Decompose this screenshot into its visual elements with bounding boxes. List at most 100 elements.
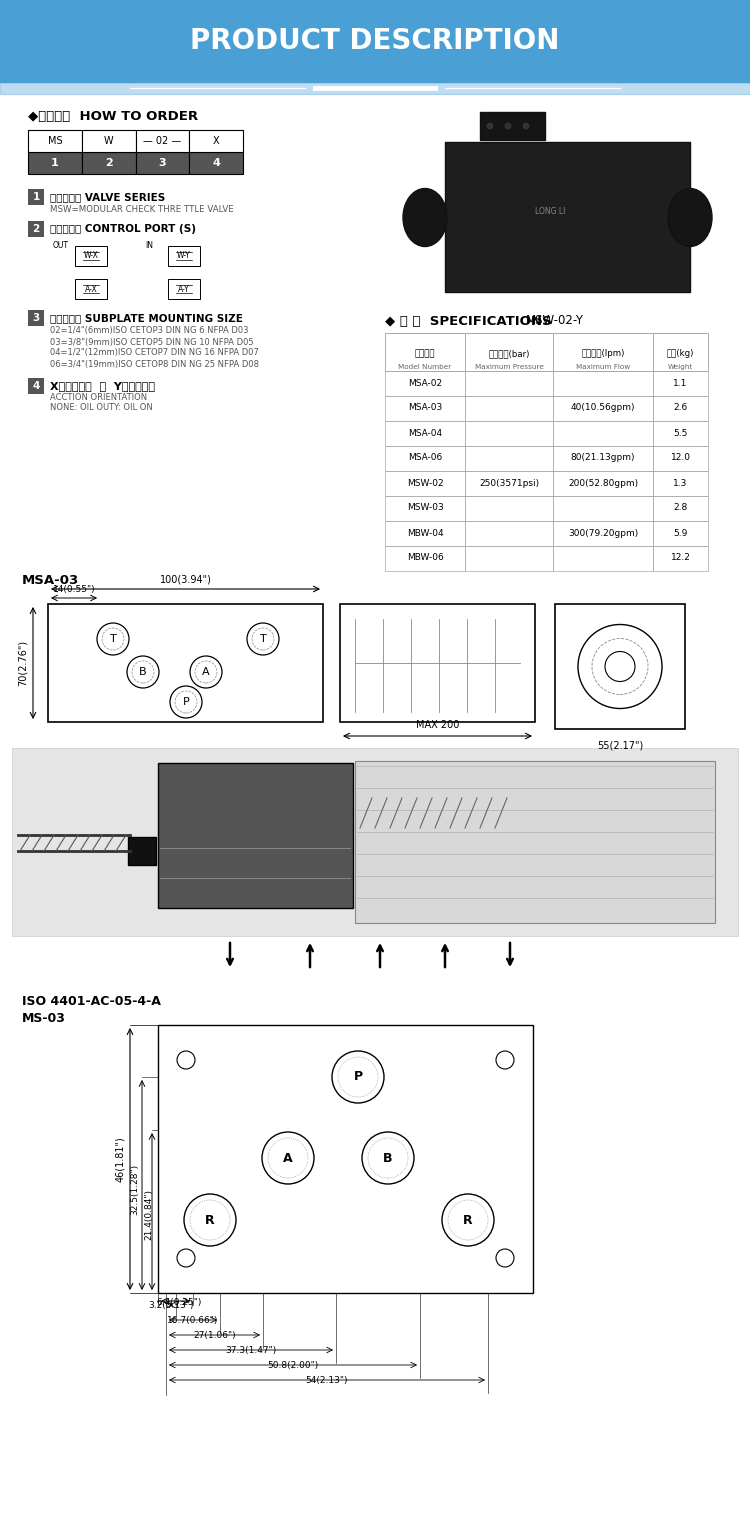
Text: 27(1.06"): 27(1.06") xyxy=(194,1331,236,1340)
Bar xyxy=(355,761,715,923)
Bar xyxy=(385,445,465,471)
Text: MSA-03: MSA-03 xyxy=(22,574,80,586)
Text: T: T xyxy=(260,634,266,645)
Text: 50.8(2.00"): 50.8(2.00") xyxy=(267,1362,319,1371)
Text: NONE: OIL OUTY: OIL ON: NONE: OIL OUTY: OIL ON xyxy=(50,404,153,413)
Text: W-X: W-X xyxy=(83,252,98,261)
Text: R: R xyxy=(464,1214,472,1226)
Bar xyxy=(136,152,189,173)
Text: 称呼口径： SUBPLATE MOUNTING SIZE: 称呼口径： SUBPLATE MOUNTING SIZE xyxy=(50,313,243,322)
Bar xyxy=(168,246,200,266)
Text: P: P xyxy=(353,1070,362,1084)
Text: W-Y: W-Y xyxy=(177,252,190,261)
Bar xyxy=(340,603,535,721)
Text: 55(2.17"): 55(2.17") xyxy=(597,740,643,751)
Bar xyxy=(189,130,243,152)
Bar xyxy=(653,333,708,370)
Circle shape xyxy=(522,121,530,130)
Text: LONG LI: LONG LI xyxy=(535,207,566,216)
Text: Maximum Pressure: Maximum Pressure xyxy=(475,364,544,370)
Circle shape xyxy=(504,121,512,130)
Text: 03=3/8"(9mm)ISO CETOP5 DIN NG 10 NFPA D05: 03=3/8"(9mm)ISO CETOP5 DIN NG 10 NFPA D0… xyxy=(50,338,254,347)
Text: MS: MS xyxy=(47,137,62,146)
Bar xyxy=(82,130,136,152)
Text: 100(3.94"): 100(3.94") xyxy=(160,574,212,583)
Text: ACCTION ORIENTATION: ACCTION ORIENTATION xyxy=(50,393,147,402)
Text: 06=3/4"(19mm)ISO CETOP8 DIN NG 25 NFPA D08: 06=3/4"(19mm)ISO CETOP8 DIN NG 25 NFPA D… xyxy=(50,359,259,368)
Text: 12.2: 12.2 xyxy=(670,554,691,562)
Text: 16.7(0.66"): 16.7(0.66") xyxy=(167,1315,219,1325)
Text: 2: 2 xyxy=(32,224,40,233)
Bar xyxy=(28,378,44,394)
Bar xyxy=(465,471,553,496)
Ellipse shape xyxy=(403,189,447,247)
Bar xyxy=(465,421,553,445)
Bar xyxy=(0,81,750,94)
Text: MSW-03: MSW-03 xyxy=(406,503,443,513)
Text: B: B xyxy=(383,1151,393,1165)
Bar xyxy=(136,130,189,152)
Bar xyxy=(555,603,685,729)
Text: 4: 4 xyxy=(32,381,40,391)
Text: 04=1/2"(12mm)ISO CETOP7 DIN NG 16 NFPA D07: 04=1/2"(12mm)ISO CETOP7 DIN NG 16 NFPA D… xyxy=(50,348,259,358)
Text: 32.5(1.28"): 32.5(1.28") xyxy=(130,1164,139,1214)
Text: IN: IN xyxy=(145,241,153,250)
Text: X: X xyxy=(213,137,220,146)
Bar xyxy=(128,837,156,866)
Text: T: T xyxy=(110,634,116,645)
Bar xyxy=(12,748,738,936)
Bar xyxy=(75,246,107,266)
Text: 200(52.80gpm): 200(52.80gpm) xyxy=(568,479,638,488)
Text: Weight: Weight xyxy=(668,364,693,370)
Text: P: P xyxy=(183,697,189,708)
Text: 40(10.56gpm): 40(10.56gpm) xyxy=(571,404,635,413)
Bar xyxy=(445,143,690,292)
Bar xyxy=(653,520,708,545)
Bar xyxy=(653,421,708,445)
Bar xyxy=(385,370,465,396)
Ellipse shape xyxy=(668,189,712,247)
Bar xyxy=(553,370,653,396)
Bar xyxy=(158,1025,533,1292)
Bar xyxy=(553,496,653,520)
Text: Maximum Flow: Maximum Flow xyxy=(576,364,630,370)
Text: R: R xyxy=(206,1214,214,1226)
Text: ISO 4401-AC-05-4-A: ISO 4401-AC-05-4-A xyxy=(22,995,160,1008)
Bar xyxy=(465,520,553,545)
Text: 2.6: 2.6 xyxy=(674,404,688,413)
Text: ◆编号说明  HOW TO ORDER: ◆编号说明 HOW TO ORDER xyxy=(28,111,198,123)
Text: 250(3571psi): 250(3571psi) xyxy=(479,479,539,488)
Bar xyxy=(385,471,465,496)
Text: 动作形式： CONTROL PORT (S): 动作形式： CONTROL PORT (S) xyxy=(50,224,196,233)
Bar xyxy=(75,279,107,299)
Text: — 02 —: — 02 — xyxy=(143,137,182,146)
Bar xyxy=(465,396,553,421)
Text: MSA-02: MSA-02 xyxy=(408,379,442,387)
Bar xyxy=(653,445,708,471)
Text: 02=1/4"(6mm)ISO CETOP3 DIN NG 6 NFPA D03: 02=1/4"(6mm)ISO CETOP3 DIN NG 6 NFPA D03 xyxy=(50,327,248,336)
Text: MSW-02: MSW-02 xyxy=(406,479,443,488)
Text: 型式号码: 型式号码 xyxy=(415,348,435,358)
Bar xyxy=(28,310,44,325)
Text: 3: 3 xyxy=(158,158,166,167)
Bar xyxy=(48,603,323,721)
Bar xyxy=(553,396,653,421)
Text: 80(21.13gpm): 80(21.13gpm) xyxy=(571,453,635,462)
Text: 21.4(0.84"): 21.4(0.84") xyxy=(144,1188,153,1239)
Bar xyxy=(385,496,465,520)
Text: Model Number: Model Number xyxy=(398,364,451,370)
Text: 12.0: 12.0 xyxy=(670,453,691,462)
Bar xyxy=(653,370,708,396)
Text: MSA-04: MSA-04 xyxy=(408,428,442,437)
Text: MBW-06: MBW-06 xyxy=(406,554,443,562)
Text: 46(1.81"): 46(1.81") xyxy=(115,1136,125,1182)
Bar xyxy=(480,112,545,140)
Bar xyxy=(385,421,465,445)
Text: 5.9: 5.9 xyxy=(674,528,688,537)
Bar xyxy=(653,496,708,520)
Text: 300(79.20gpm): 300(79.20gpm) xyxy=(568,528,638,537)
Bar xyxy=(553,520,653,545)
Text: 2: 2 xyxy=(105,158,112,167)
Text: B: B xyxy=(140,668,147,677)
Bar xyxy=(189,152,243,173)
